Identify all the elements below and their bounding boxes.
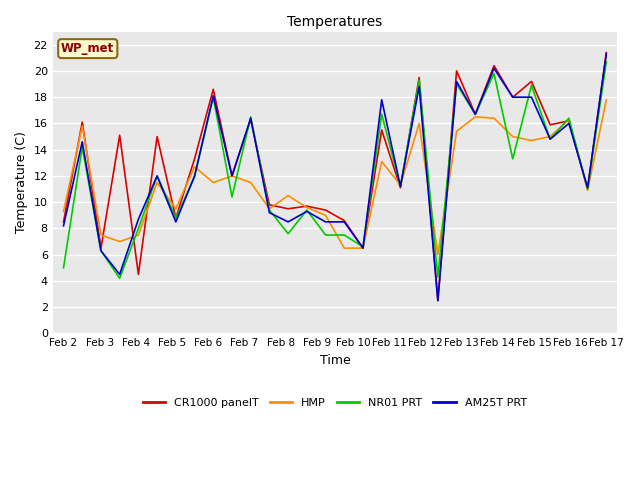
Y-axis label: Temperature (C): Temperature (C) bbox=[15, 132, 28, 233]
Text: WP_met: WP_met bbox=[61, 42, 115, 55]
Legend: CR1000 panelT, HMP, NR01 PRT, AM25T PRT: CR1000 panelT, HMP, NR01 PRT, AM25T PRT bbox=[139, 394, 531, 412]
X-axis label: Time: Time bbox=[319, 354, 350, 367]
Title: Temperatures: Temperatures bbox=[287, 15, 383, 29]
